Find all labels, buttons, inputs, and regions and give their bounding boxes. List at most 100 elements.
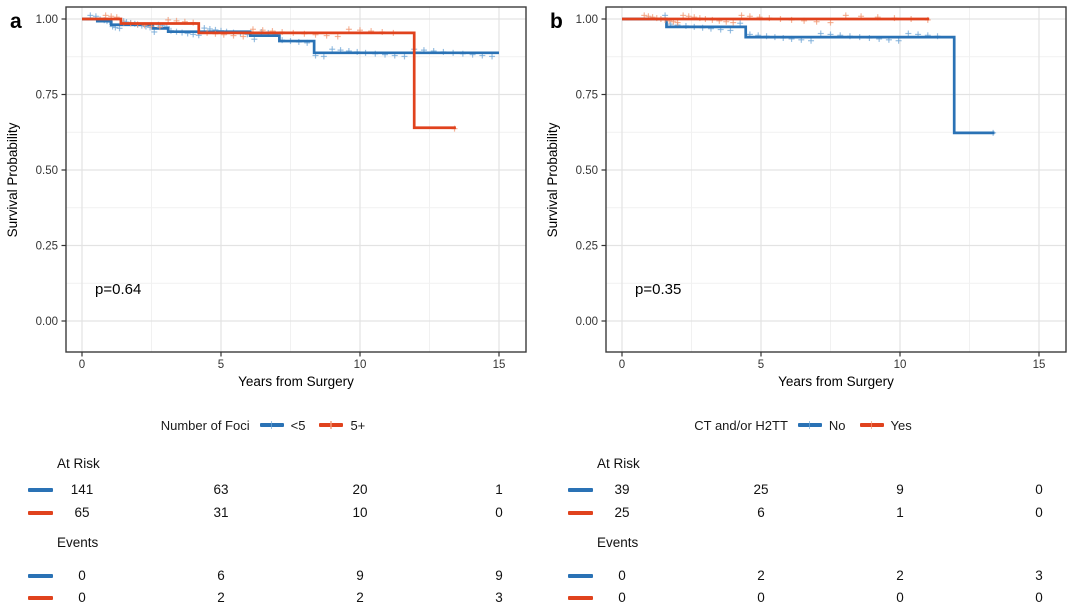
at-risk-value: 10 [352,505,368,520]
events-value: 6 [217,568,225,583]
y-tick-label: 0.50 [36,165,58,177]
at-risk-value: 31 [213,505,229,520]
events-value: 0 [618,590,626,605]
events-row: 0 2 2 3 [0,589,540,607]
panel-letter-a: a [10,10,22,33]
at-risk-header: At Risk [57,456,100,471]
panel-b: b 1.00 0.75 0.50 0.25 0.00 0 5 10 15 Yea… [540,0,1080,611]
plot-area-a [61,6,527,357]
x-axis-title: Years from Surgery [238,374,354,389]
km-chart-b: b 1.00 0.75 0.50 0.25 0.00 0 5 10 15 Yea… [545,6,1067,389]
events-header: Events [57,535,99,550]
at-risk-value: 9 [896,482,904,497]
x-tick-label: 15 [493,359,506,371]
y-tick-label: 0.50 [576,165,598,177]
legend-entry-label: 5+ [350,417,366,433]
events-value: 0 [896,590,904,605]
events-value: 9 [495,568,503,583]
legend-entry: No [797,417,846,433]
at-risk-value: 39 [614,482,630,497]
y-tick-label: 0.75 [36,90,58,102]
x-tick-label: 10 [894,359,907,371]
x-axis-title: Years from Surgery [778,374,894,389]
at-risk-value: 25 [614,505,630,520]
legend-entry: 5+ [319,418,365,433]
series-dash-icon [568,574,593,578]
y-tick-label: 0.25 [36,241,58,253]
series-dash-icon [28,511,53,515]
x-tick-label: 0 [619,359,625,371]
at-risk-header: At Risk [597,456,640,471]
series-dash-icon [28,596,53,600]
legend-entry-label: Yes [890,417,912,433]
plot-border [605,6,1067,353]
at-risk-row: 25 6 1 0 [540,504,1080,522]
x-tick-label: 5 [758,359,764,371]
events-header: Events [597,535,639,550]
p-value-b: p=0.35 [635,281,681,298]
censor-tick-icon [330,420,332,430]
at-risk-value: 0 [495,505,503,520]
gridlines [66,7,526,352]
y-tick-label: 0.00 [576,316,598,328]
x-tick-label: 15 [1033,359,1046,371]
series-dash-icon [28,488,53,492]
panel-a: a 1.00 0.75 0.50 0.25 0.00 0 5 10 15 Yea… [0,6,540,607]
p-value-a: p=0.64 [95,281,141,298]
km-curve-<5 [82,17,499,55]
events-value: 3 [495,590,503,605]
y-tick-label: 1.00 [576,14,598,26]
at-risk-value: 141 [70,482,94,497]
legend-key-line-icon [797,420,822,430]
series-dash-icon [568,596,593,600]
at-risk-value: 1 [495,482,503,497]
events-value: 0 [78,568,86,583]
events-row: 0 6 9 9 [0,567,540,585]
at-risk-value: 6 [757,505,765,520]
at-risk-value: 63 [213,482,229,497]
legend-title: Number of Foci [160,417,250,433]
events-value: 0 [1035,590,1043,605]
at-risk-value: 1 [896,505,904,520]
y-tick-label: 0.00 [36,316,58,328]
plot-border [65,6,527,353]
risk-table-a: At Risk 141 63 20 1 65 31 10 0 Events 0 … [0,456,540,607]
legend-key-line-icon [319,420,344,430]
at-risk-value: 25 [753,482,769,497]
events-value: 0 [757,590,765,605]
plot-area-b [601,6,1067,357]
km-curve-5+ [82,17,456,130]
events-value: 2 [217,590,225,605]
censor-tick-icon [870,420,873,430]
km-chart-a: a 1.00 0.75 0.50 0.25 0.00 0 5 10 15 Yea… [5,6,527,389]
at-risk-row: 39 25 9 0 [540,481,1080,499]
events-value: 2 [896,568,904,583]
at-risk-value: 65 [74,505,90,520]
x-tick-label: 5 [218,359,224,371]
events-row: 0 2 2 3 [540,567,1080,585]
events-row: 0 0 0 0 [540,589,1080,607]
legend-entry-label: <5 [290,417,306,433]
events-value: 0 [78,590,86,605]
y-tick-label: 0.25 [576,241,598,253]
y-tick-label: 0.75 [576,90,598,102]
at-risk-value: 20 [352,482,368,497]
events-value: 2 [757,568,765,583]
at-risk-value: 0 [1035,505,1043,520]
at-risk-row: 141 63 20 1 [0,481,540,499]
y-axis-title: Survival Probability [5,122,20,237]
panel-letter-b: b [550,10,563,33]
censor-tick-icon [270,420,273,430]
risk-table-b: At Risk 39 25 9 0 25 6 1 0 Events 0 2 2 [540,0,1080,611]
at-risk-row: 65 31 10 0 [0,504,540,522]
legend-key-line-icon [259,420,284,430]
series-dash-icon [568,488,593,492]
legend-entry-label: No [828,417,846,433]
censor-tick-icon [808,420,811,430]
events-value: 2 [356,590,364,605]
legend-b: CT and/or H2TT No Yes [540,412,1080,438]
legend-a: Number of Foci <5 5+ [0,412,540,438]
x-tick-label: 10 [354,359,367,371]
x-tick-label: 0 [79,359,85,371]
series-dash-icon [568,511,593,515]
